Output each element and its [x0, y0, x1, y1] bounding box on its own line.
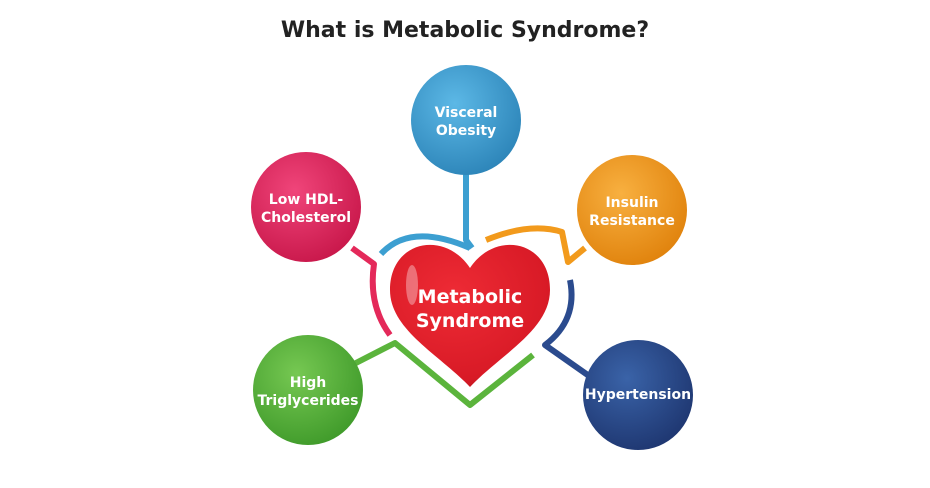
label-line: Hypertension [584, 387, 692, 403]
node-visceral-obesity [411, 65, 521, 175]
heart-highlight [406, 265, 418, 305]
label-line: Metabolic [417, 286, 523, 308]
label-line: High [289, 375, 327, 391]
page-title: What is Metabolic Syndrome? [280, 18, 650, 43]
node-high-triglycerides [253, 335, 363, 445]
label-insulin-resistance: Insulin Resistance [572, 194, 692, 230]
label-visceral-obesity: Visceral Obesity [406, 104, 526, 140]
connector-hypertension [542, 279, 594, 381]
label-metabolic-syndrome: Metabolic Syndrome [390, 285, 550, 333]
connector-high-triglycerides [350, 340, 535, 408]
label-low-hdl-cholesterol: Low HDL- Cholesterol [246, 191, 366, 227]
connector-low-hdl-cholesterol [350, 245, 393, 337]
label-line: Syndrome [415, 310, 525, 332]
node-insulin-resistance [577, 155, 687, 265]
label-line: Resistance [589, 213, 675, 229]
label-hypertension: Hypertension [578, 386, 698, 404]
heart-shape [390, 244, 550, 387]
label-line: Visceral [434, 105, 498, 121]
node-low-hdl-cholesterol [251, 152, 361, 262]
label-line: Obesity [435, 123, 497, 139]
label-line: Insulin [605, 195, 659, 211]
label-line: Cholesterol [261, 210, 351, 226]
node-hypertension [583, 340, 693, 450]
label-line: Low HDL- [268, 192, 344, 208]
connector-visceral-obesity [378, 172, 475, 257]
label-line: Triglycerides [257, 393, 359, 409]
connector-insulin-resistance [484, 225, 587, 265]
label-high-triglycerides: High Triglycerides [248, 374, 368, 410]
